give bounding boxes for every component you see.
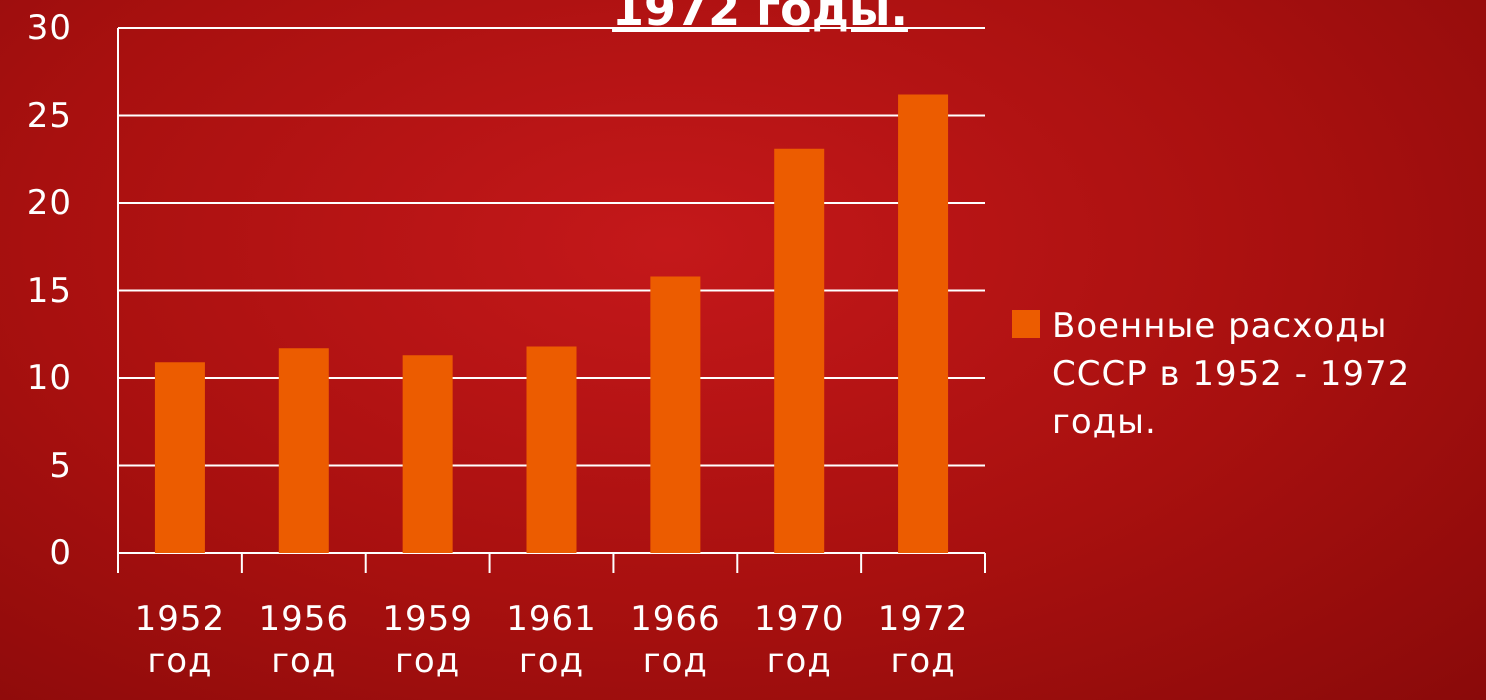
y-tick-label: 20: [12, 182, 72, 224]
x-tick-label: 1952 год: [118, 598, 242, 682]
x-tick-label: 1961 год: [490, 598, 614, 682]
bar: [774, 149, 824, 553]
y-tick-label: 25: [12, 95, 72, 137]
x-tick-label: 1966 год: [613, 598, 737, 682]
bar: [527, 347, 577, 554]
x-tick-label: 1970 год: [737, 598, 861, 682]
bar: [898, 95, 948, 554]
y-tick-label: 0: [12, 532, 72, 574]
legend-swatch: [1012, 310, 1040, 338]
y-tick-label: 10: [12, 357, 72, 399]
bar: [650, 277, 700, 554]
legend-label: Военные расходы СССР в 1952 - 1972 годы.: [1052, 302, 1482, 446]
bar: [155, 362, 205, 553]
bar: [279, 348, 329, 553]
y-tick-label: 30: [12, 7, 72, 49]
y-tick-label: 15: [12, 270, 72, 312]
x-tick-label: 1956 год: [242, 598, 366, 682]
page: 1972 годы. Военные расходы СССР в 1952 -…: [0, 0, 1486, 700]
bar: [403, 355, 453, 553]
y-tick-label: 5: [12, 445, 72, 487]
x-tick-label: 1972 год: [861, 598, 985, 682]
x-tick-label: 1959 год: [366, 598, 490, 682]
chart-title: 1972 годы.: [560, 0, 960, 36]
